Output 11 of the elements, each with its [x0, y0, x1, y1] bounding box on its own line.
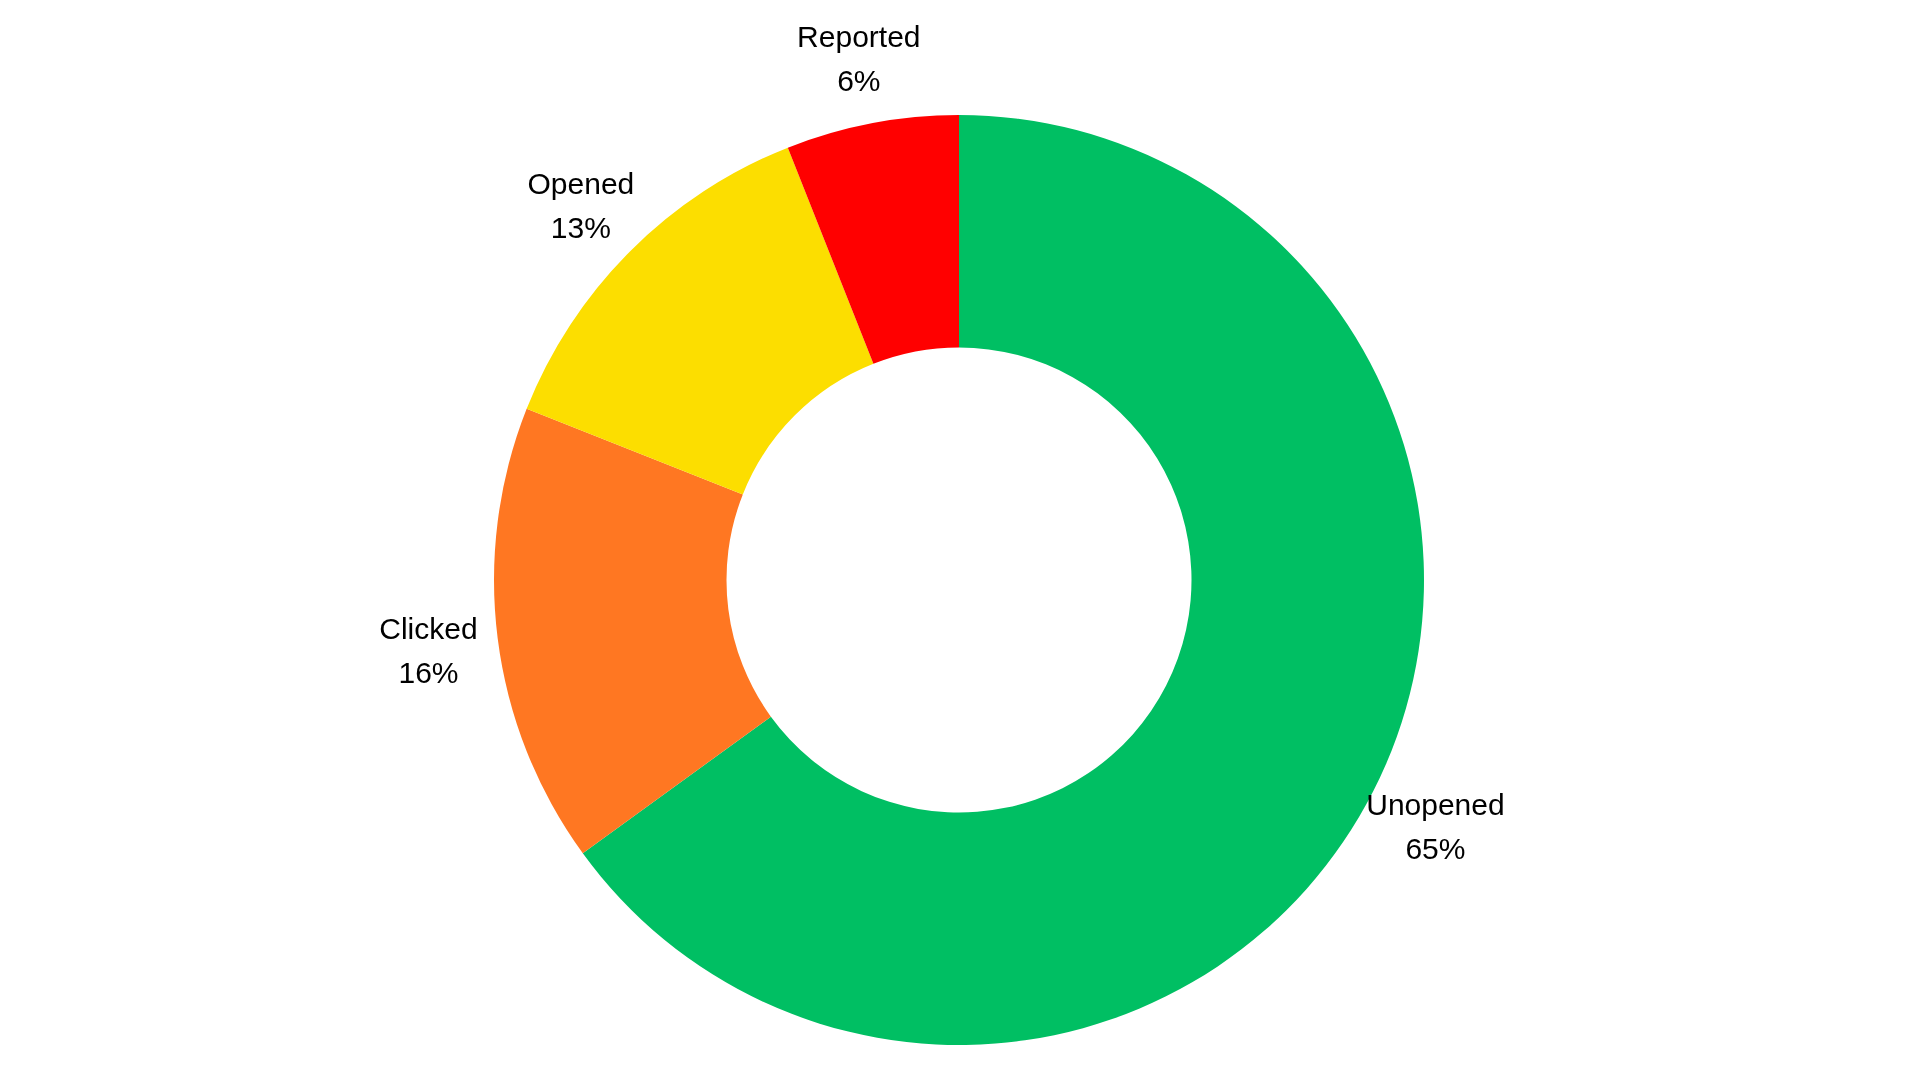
- data-label: 65%: [1405, 831, 1466, 865]
- donut-slice: [494, 408, 771, 854]
- slice-label: Opened: [527, 166, 635, 200]
- donut-slice: [526, 147, 874, 495]
- data-label: 13%: [550, 210, 611, 244]
- data-label: 6%: [837, 63, 881, 97]
- data-label: 16%: [398, 656, 459, 690]
- slice-label: Unopened: [1366, 787, 1505, 821]
- slice-label: Reported: [797, 19, 921, 53]
- slice-label: Clicked: [379, 612, 478, 646]
- donut-slice: [787, 115, 959, 364]
